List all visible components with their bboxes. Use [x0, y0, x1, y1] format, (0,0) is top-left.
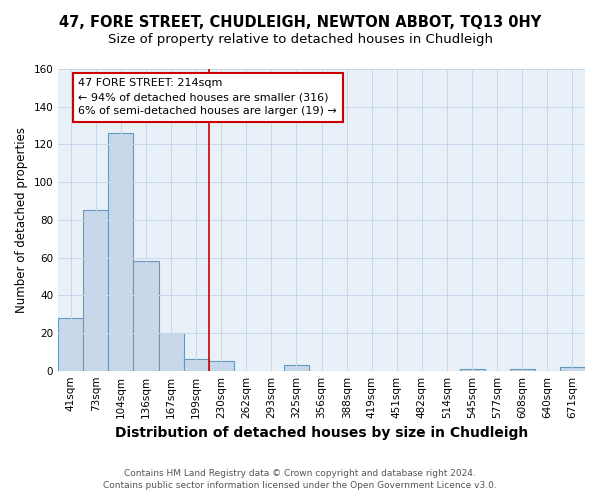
Bar — [510, 369, 535, 370]
Bar — [560, 367, 585, 370]
Bar — [184, 360, 209, 370]
Y-axis label: Number of detached properties: Number of detached properties — [15, 127, 28, 313]
Text: 47, FORE STREET, CHUDLEIGH, NEWTON ABBOT, TQ13 0HY: 47, FORE STREET, CHUDLEIGH, NEWTON ABBOT… — [59, 15, 541, 30]
Bar — [83, 210, 109, 370]
Text: 47 FORE STREET: 214sqm
← 94% of detached houses are smaller (316)
6% of semi-det: 47 FORE STREET: 214sqm ← 94% of detached… — [78, 78, 337, 116]
Bar — [284, 365, 309, 370]
Bar — [209, 362, 234, 370]
Bar — [109, 133, 133, 370]
Bar — [58, 318, 83, 370]
Bar — [133, 262, 158, 370]
Bar — [158, 333, 184, 370]
X-axis label: Distribution of detached houses by size in Chudleigh: Distribution of detached houses by size … — [115, 426, 528, 440]
Bar — [460, 369, 485, 370]
Text: Size of property relative to detached houses in Chudleigh: Size of property relative to detached ho… — [107, 32, 493, 46]
Text: Contains HM Land Registry data © Crown copyright and database right 2024.
Contai: Contains HM Land Registry data © Crown c… — [103, 468, 497, 490]
